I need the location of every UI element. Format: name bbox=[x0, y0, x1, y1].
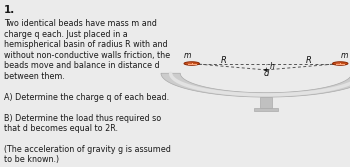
Text: h: h bbox=[270, 62, 274, 71]
Circle shape bbox=[264, 69, 268, 71]
Bar bbox=[254, 108, 278, 111]
Polygon shape bbox=[336, 62, 341, 64]
Polygon shape bbox=[184, 62, 199, 65]
Polygon shape bbox=[161, 73, 350, 97]
Text: R: R bbox=[221, 56, 226, 65]
Polygon shape bbox=[187, 62, 192, 64]
Text: charge q each. Just placed in a: charge q each. Just placed in a bbox=[4, 30, 128, 39]
Text: R: R bbox=[306, 56, 311, 65]
Text: 1.: 1. bbox=[4, 5, 15, 15]
Text: to be known.): to be known.) bbox=[4, 155, 60, 164]
Text: m: m bbox=[341, 51, 348, 60]
Text: (The acceleration of gravity g is assumed: (The acceleration of gravity g is assume… bbox=[4, 145, 171, 154]
Text: beads move and balance in distance d: beads move and balance in distance d bbox=[4, 61, 160, 70]
Text: that d becomes equal to 2R.: that d becomes equal to 2R. bbox=[4, 124, 118, 133]
Polygon shape bbox=[332, 62, 348, 65]
Text: A) Determine the charge q of each bead.: A) Determine the charge q of each bead. bbox=[4, 93, 169, 102]
Text: between them.: between them. bbox=[4, 72, 65, 81]
Text: m: m bbox=[184, 51, 191, 60]
Bar bbox=[260, 97, 272, 108]
Text: without non-conductive walls friction, the: without non-conductive walls friction, t… bbox=[4, 51, 170, 60]
Text: d: d bbox=[263, 69, 269, 78]
Text: Two identical beads have mass m and: Two identical beads have mass m and bbox=[4, 19, 157, 28]
Text: hemispherical basin of radius R with and: hemispherical basin of radius R with and bbox=[4, 40, 168, 49]
Text: B) Determine the load thus required so: B) Determine the load thus required so bbox=[4, 114, 161, 123]
